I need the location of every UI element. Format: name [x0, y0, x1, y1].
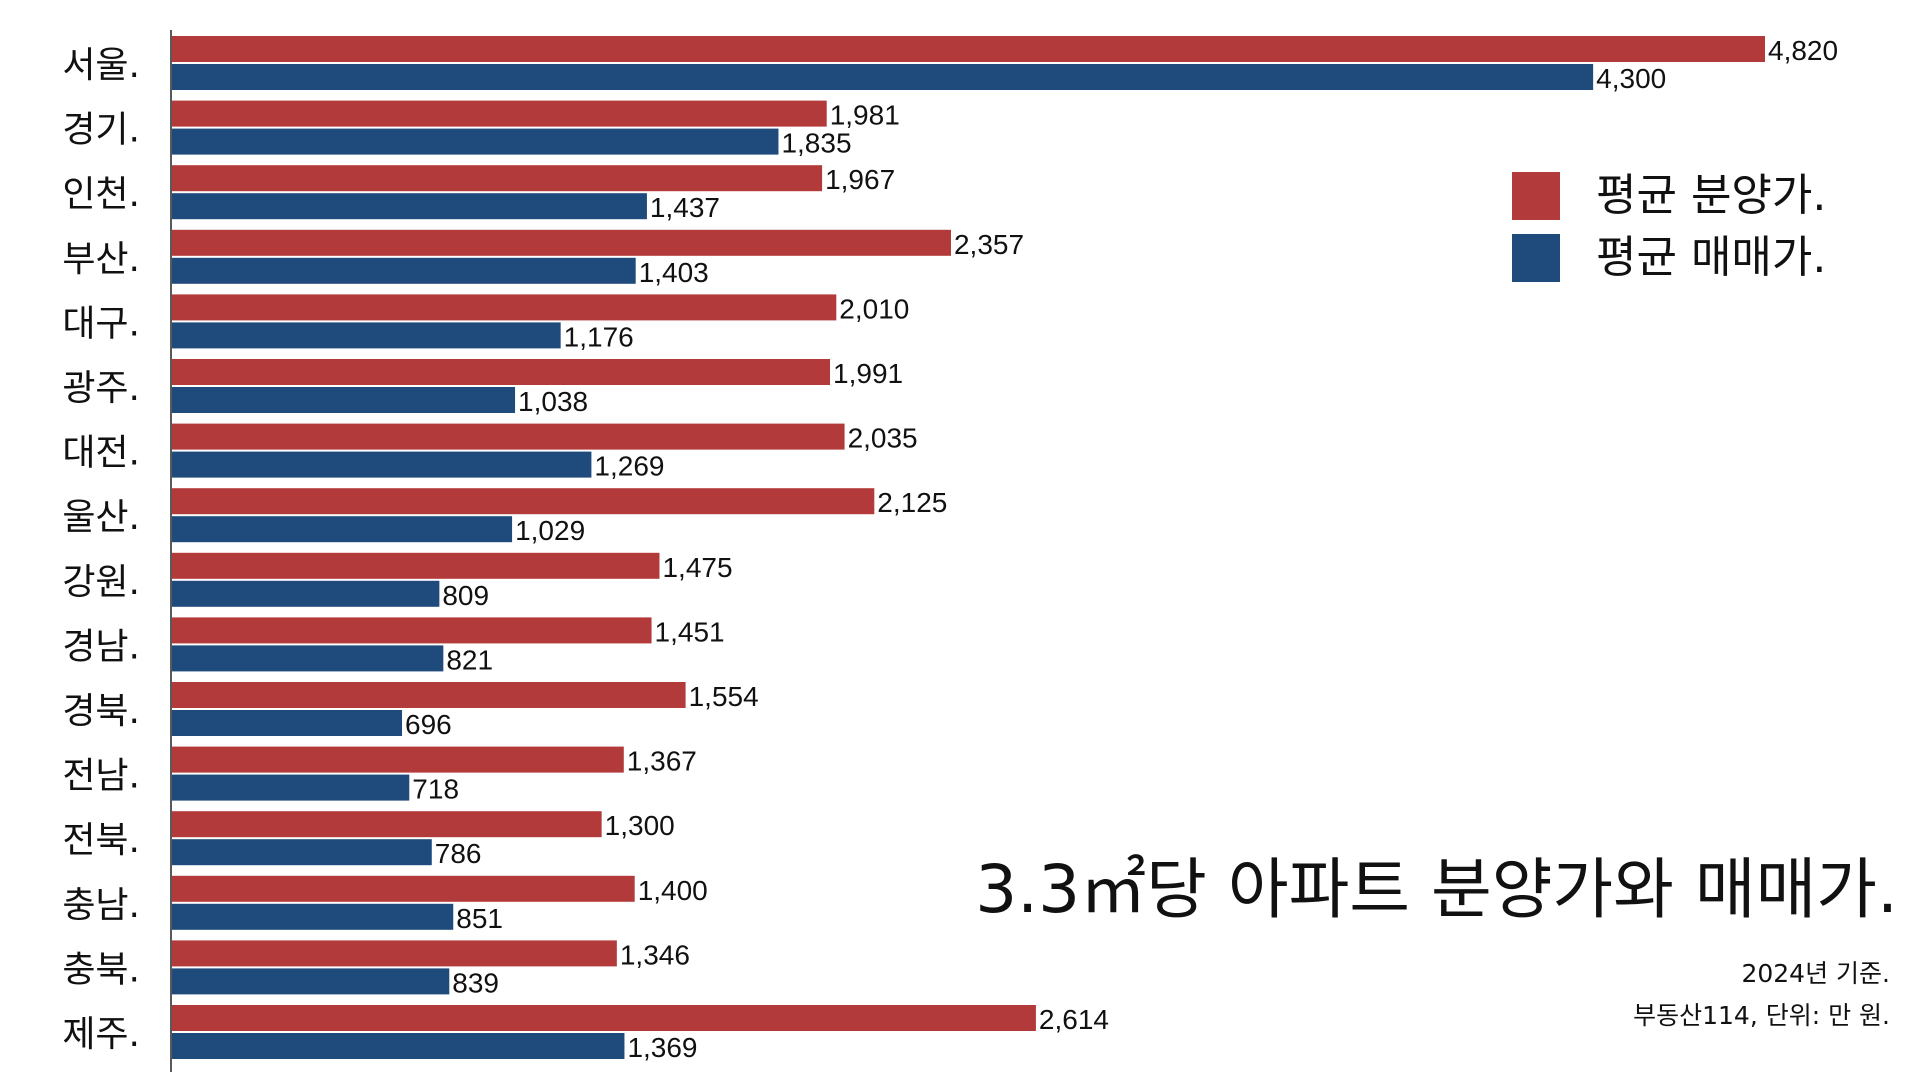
category-label: 제주. — [62, 1014, 140, 1055]
value-label-trade: 809 — [442, 580, 489, 611]
chart-title: 3.3㎡당 아파트 분양가와 매매가. — [975, 851, 1898, 928]
category-label: 대구. — [62, 303, 140, 344]
value-label-sale: 1,554 — [689, 681, 759, 712]
bar-sale-price — [172, 294, 837, 321]
bars-layer — [172, 36, 1765, 1059]
value-label-trade: 4,300 — [1596, 63, 1666, 94]
bar-sale-price — [172, 940, 617, 967]
bar-trade-price — [172, 451, 592, 478]
value-label-sale: 2,035 — [848, 423, 918, 454]
category-label: 전북. — [62, 820, 140, 861]
bar-sale-price — [172, 359, 831, 385]
bar-sale-price — [172, 165, 823, 192]
category-label: 경기. — [62, 110, 140, 151]
value-label-trade: 1,835 — [781, 128, 851, 159]
value-label-sale: 1,475 — [662, 552, 732, 583]
bar-sale-price — [172, 488, 875, 515]
bar-trade-price — [172, 839, 432, 866]
bar-sale-price — [172, 1005, 1036, 1031]
chart-subtitle-source: 부동산114, 단위: 만 원. — [1633, 1001, 1890, 1030]
value-label-trade: 851 — [456, 903, 503, 934]
value-label-sale: 1,346 — [620, 939, 690, 970]
category-label: 대전. — [62, 433, 140, 474]
value-label-sale: 1,991 — [833, 358, 903, 389]
value-label-sale: 1,451 — [655, 616, 725, 647]
value-label-sale: 1,367 — [627, 746, 697, 777]
value-label-trade: 1,176 — [564, 321, 634, 352]
value-label-trade: 1,269 — [594, 451, 664, 482]
bar-trade-price — [172, 257, 636, 284]
category-label: 충북. — [62, 949, 140, 990]
bar-trade-price — [172, 322, 561, 349]
category-labels: 서울. 경기. 인천. 부산. 대구. 광주. 대전. 울산. 강원. 경남. 경북. 전남. 전북. 충… — [62, 45, 140, 1055]
bar-sale-price — [172, 875, 635, 902]
bar-sale-price — [172, 100, 827, 127]
bar-trade-price — [172, 193, 647, 220]
chart-subtitle-year: 2024년 기준. — [1741, 959, 1890, 988]
value-label-trade: 821 — [446, 644, 493, 675]
legend-label-trade: 평균 매매가. — [1596, 232, 1826, 283]
value-label-trade: 1,403 — [639, 257, 709, 288]
bar-trade-price — [172, 387, 516, 413]
value-label-sale: 2,357 — [954, 229, 1024, 260]
bar-sale-price — [172, 746, 624, 773]
category-label: 인천. — [62, 174, 140, 215]
value-label-sale: 4,820 — [1768, 35, 1838, 66]
value-label-trade: 1,369 — [627, 1032, 697, 1063]
value-label-trade: 1,029 — [515, 515, 585, 546]
bar-trade-price — [172, 968, 450, 995]
legend-swatch-sale — [1512, 172, 1560, 220]
category-label: 경북. — [62, 691, 140, 732]
category-label: 강원. — [62, 562, 140, 603]
legend-label-sale: 평균 분양가. — [1596, 170, 1826, 221]
value-label-trade: 696 — [405, 709, 452, 740]
value-label-trade: 786 — [435, 838, 482, 869]
bar-trade-price — [172, 710, 403, 736]
category-label: 경남. — [62, 626, 140, 667]
bar-sale-price — [172, 36, 1765, 62]
legend: 평균 분양가. 평균 매매가. — [1512, 170, 1826, 283]
bar-trade-price — [172, 580, 440, 607]
bar-sale-price — [172, 552, 660, 579]
value-label-sale: 1,967 — [825, 164, 895, 195]
category-label: 광주. — [62, 368, 140, 409]
bar-trade-price — [172, 516, 513, 543]
bar-trade-price — [172, 645, 444, 672]
value-label-sale: 1,400 — [638, 875, 708, 906]
category-label: 울산. — [62, 497, 140, 538]
bar-trade-price — [172, 1033, 625, 1059]
bar-sale-price — [172, 811, 602, 838]
bar-trade-price — [172, 774, 410, 801]
legend-swatch-trade — [1512, 234, 1560, 282]
value-label-trade: 1,437 — [650, 192, 720, 223]
bar-sale-price — [172, 617, 652, 644]
category-label: 전남. — [62, 756, 140, 797]
bar-trade-price — [172, 128, 779, 155]
value-label-sale: 1,300 — [605, 810, 675, 841]
value-label-sale: 2,125 — [877, 487, 947, 518]
bar-sale-price — [172, 682, 686, 708]
value-label-sale: 2,010 — [839, 293, 909, 324]
bar-trade-price — [172, 64, 1594, 90]
category-label: 부산. — [62, 239, 140, 280]
bar-trade-price — [172, 903, 454, 930]
value-label-trade: 839 — [452, 967, 499, 998]
value-label-sale: 2,614 — [1039, 1004, 1109, 1035]
category-label: 서울. — [62, 45, 140, 86]
bar-sale-price — [172, 423, 845, 450]
value-label-trade: 718 — [412, 774, 459, 805]
bar-sale-price — [172, 229, 951, 256]
category-label: 충남. — [62, 885, 140, 926]
value-label-trade: 1,038 — [518, 386, 588, 417]
value-label-sale: 1,981 — [830, 100, 900, 131]
